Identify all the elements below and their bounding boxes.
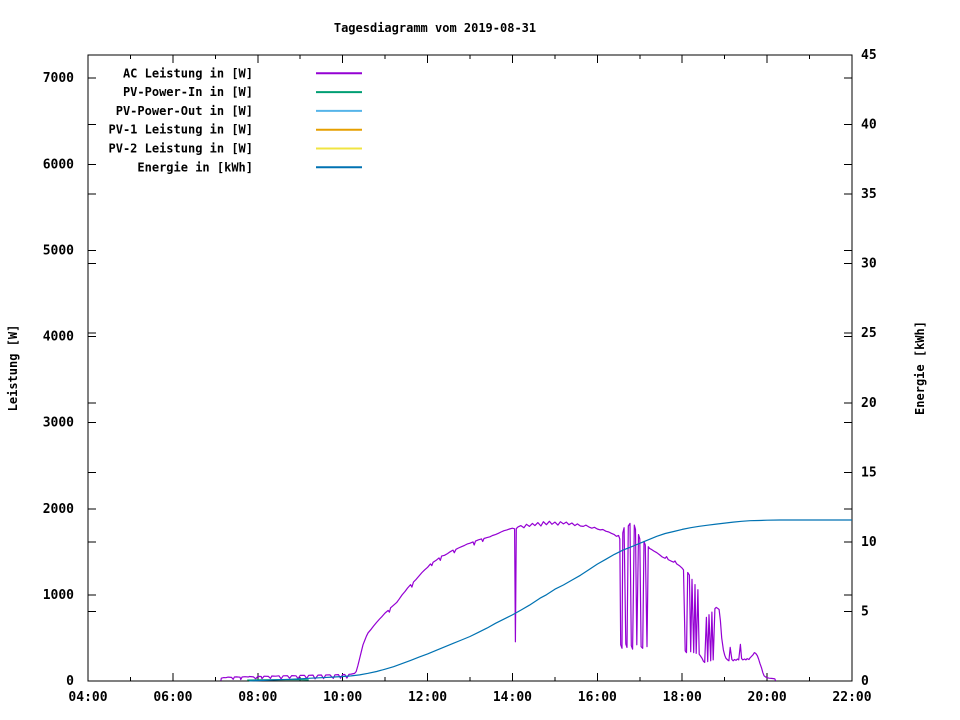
y-tick-label: 6000 (43, 157, 74, 172)
y-axis-label: Leistung [W] (6, 325, 20, 412)
y2-tick-label: 15 (861, 465, 877, 480)
y-tick-label: 4000 (43, 330, 74, 345)
series-energie-in-kwh (249, 519, 852, 682)
plot-area: 04:00 06:00 08:00 10:00 12:00 14:00 16:00 18:00… (43, 48, 877, 705)
legend: AC Leistung in [W] PV-Power-In in [W] PV-P… (109, 66, 362, 174)
y2-tick-label: 25 (861, 326, 877, 341)
legend-label: PV-Power-Out in [W] (116, 104, 253, 118)
y-tick-label: 7000 (43, 71, 74, 86)
legend-label: PV-2 Leistung in [W] (109, 142, 254, 156)
y-tick-label: 2000 (43, 502, 74, 517)
y2-tick-label: 5 (861, 604, 869, 619)
y-tick-label: 5000 (43, 243, 74, 258)
x-tick-label: 08:00 (238, 690, 277, 705)
y2-tick-label: 35 (861, 187, 877, 202)
x-tick-label: 12:00 (408, 690, 447, 705)
x-tick-label: 10:00 (323, 690, 362, 705)
series-ac-leistung-in-w (220, 520, 777, 682)
x-tick-label: 20:00 (748, 690, 787, 705)
y2-tick-label: 10 (861, 535, 877, 550)
y2-tick-label: 45 (861, 48, 877, 63)
legend-label: Energie in [kWh] (137, 160, 253, 174)
y-tick-label: 3000 (43, 416, 74, 431)
y2-tick-label: 0 (861, 674, 869, 689)
x-tick-label: 14:00 (493, 690, 532, 705)
y-tick-label: 1000 (43, 588, 74, 603)
y2-axis-label: Energie [kWh] (913, 321, 927, 415)
y2-tick-label: 20 (861, 396, 877, 411)
chart-title: Tagesdiagramm vom 2019-08-31 (334, 21, 536, 35)
x-tick-label: 18:00 (663, 690, 702, 705)
y-tick-label: 0 (66, 674, 74, 689)
x-tick-label: 04:00 (68, 690, 107, 705)
legend-label: AC Leistung in [W] (123, 66, 253, 80)
x-tick-label: 16:00 (578, 690, 617, 705)
x-tick-label: 06:00 (153, 690, 192, 705)
x-tick-label: 22:00 (832, 690, 871, 705)
legend-label: PV-Power-In in [W] (123, 85, 253, 99)
y2-tick-label: 40 (861, 118, 877, 133)
y2-tick-label: 30 (861, 257, 877, 272)
legend-label: PV-1 Leistung in [W] (109, 123, 254, 137)
